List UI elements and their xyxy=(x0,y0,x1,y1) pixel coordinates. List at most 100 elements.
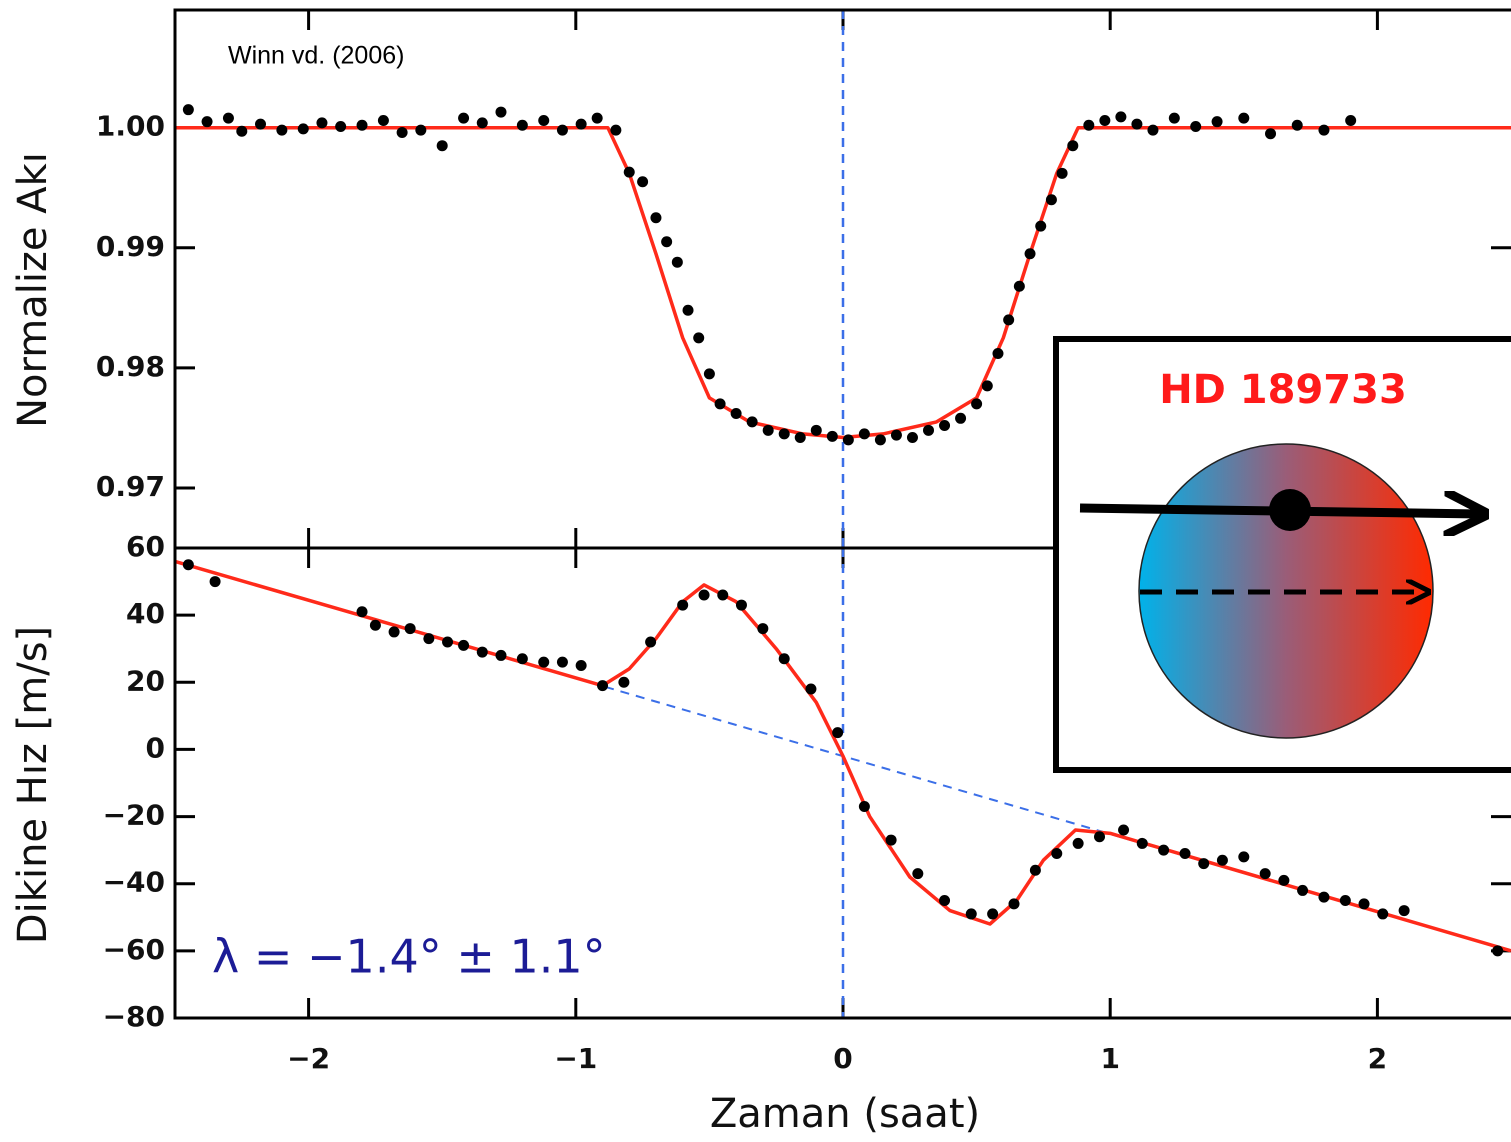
x-axis-title: Zaman (saat) xyxy=(710,1091,980,1137)
data-point xyxy=(698,589,710,601)
model-line xyxy=(175,559,1511,953)
data-point xyxy=(832,727,844,739)
y-tick-label: 40 xyxy=(126,597,165,630)
y-tick-label: 1.00 xyxy=(96,110,165,143)
data-point xyxy=(1067,140,1079,152)
data-point xyxy=(650,212,662,224)
data-point xyxy=(476,117,488,129)
data-point xyxy=(1318,124,1330,136)
data-point xyxy=(458,639,470,651)
data-point xyxy=(1291,119,1303,131)
data-point xyxy=(1118,824,1130,836)
data-point xyxy=(981,380,993,392)
data-point xyxy=(714,398,726,410)
data-point xyxy=(762,424,774,436)
data-point xyxy=(1358,898,1370,910)
data-point xyxy=(575,118,587,130)
data-point xyxy=(209,576,221,588)
data-point xyxy=(890,429,902,441)
data-point xyxy=(858,801,870,812)
data-point xyxy=(1003,314,1015,326)
y-tick-label: 0.97 xyxy=(96,470,165,503)
data-point xyxy=(415,124,427,136)
data-point xyxy=(1179,848,1191,859)
data-point xyxy=(955,412,967,424)
plot-area xyxy=(175,548,1511,1018)
data-point xyxy=(1297,884,1309,896)
data-point xyxy=(1013,280,1025,292)
data-point xyxy=(730,408,742,419)
data-point xyxy=(1094,831,1106,843)
data-point xyxy=(1115,111,1127,123)
inset-title: HD 189733 xyxy=(1159,367,1407,413)
y-tick-label: −20 xyxy=(103,799,165,832)
data-point xyxy=(1216,854,1228,866)
data-point xyxy=(810,424,822,436)
data-point xyxy=(971,398,983,410)
annotation: λ = −1.4° ± 1.1° xyxy=(212,930,606,984)
data-point xyxy=(297,123,309,135)
data-point xyxy=(805,683,817,695)
data-point xyxy=(874,434,886,446)
data-point xyxy=(858,428,870,440)
data-point xyxy=(1008,898,1020,910)
data-point xyxy=(222,112,234,124)
data-point xyxy=(369,619,381,631)
data-point xyxy=(1136,837,1148,849)
data-point xyxy=(1158,844,1170,856)
data-point xyxy=(912,868,924,880)
data-point xyxy=(703,368,715,380)
data-point xyxy=(645,636,657,648)
data-point xyxy=(442,636,454,648)
planet xyxy=(1269,489,1311,531)
data-point xyxy=(1238,112,1250,124)
data-point xyxy=(735,599,747,611)
data-point xyxy=(1099,114,1111,126)
y-tick-label: 60 xyxy=(126,530,165,563)
data-point xyxy=(1024,248,1036,260)
data-point xyxy=(1035,220,1047,232)
data-point xyxy=(476,646,488,658)
data-point xyxy=(1259,868,1271,880)
data-point xyxy=(1168,112,1180,124)
data-point xyxy=(182,559,194,571)
data-point xyxy=(255,118,267,130)
data-point xyxy=(923,424,935,436)
data-point xyxy=(778,428,790,440)
data-point xyxy=(404,623,416,635)
data-point xyxy=(1131,118,1143,130)
y-tick-label: 20 xyxy=(126,664,165,697)
data-point xyxy=(671,256,683,268)
data-point xyxy=(693,332,705,344)
y-axis-title: Normalize Akı xyxy=(10,152,56,428)
data-point xyxy=(1056,167,1068,179)
inset: HD 189733 xyxy=(1053,336,1511,773)
data-point xyxy=(842,434,854,446)
data-point xyxy=(1492,945,1504,957)
data-point xyxy=(1211,116,1223,128)
data-point xyxy=(661,236,673,248)
data-point xyxy=(826,430,838,442)
data-point xyxy=(356,606,368,618)
data-point xyxy=(1045,194,1057,206)
plot-frame xyxy=(173,546,1511,1020)
y-tick-label: −60 xyxy=(103,933,165,966)
data-point xyxy=(1345,114,1357,126)
data-point xyxy=(1278,874,1290,886)
data-point xyxy=(794,432,806,444)
data-point xyxy=(377,114,389,126)
data-point xyxy=(637,176,649,188)
data-point xyxy=(423,633,435,645)
data-point xyxy=(1147,124,1159,136)
x-tick-label: −2 xyxy=(287,1042,330,1075)
plot-area xyxy=(175,10,1511,548)
x-tick-label: 0 xyxy=(833,1042,852,1075)
data-point xyxy=(1029,864,1041,876)
data-point xyxy=(939,420,951,432)
data-point xyxy=(623,166,635,178)
data-point xyxy=(1238,851,1250,863)
data-point xyxy=(597,680,609,692)
panel: 60 40 20 0 −20 −40 −60 −80 −2 −1 0 1 2 xyxy=(103,530,1511,1075)
data-point xyxy=(236,125,248,137)
